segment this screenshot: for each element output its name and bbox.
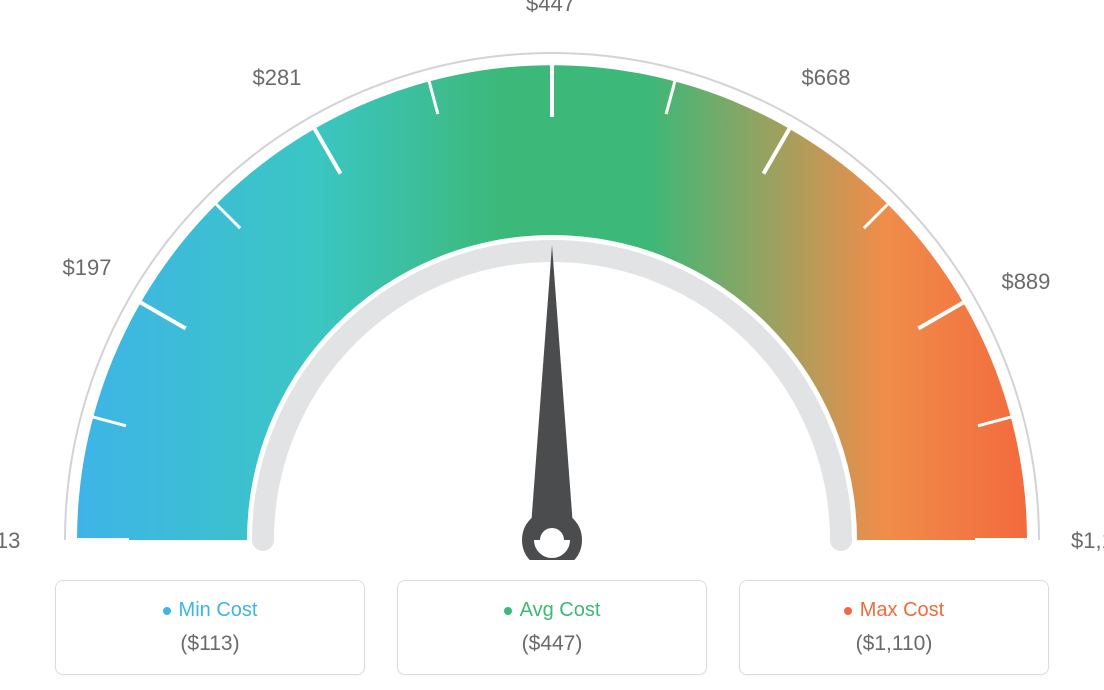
legend-card-max: Max Cost ($1,110) xyxy=(739,580,1049,675)
gauge-tick-label: $1,110 xyxy=(1071,528,1104,554)
dot-icon-avg xyxy=(504,607,512,615)
gauge-tick-label: $668 xyxy=(802,65,851,91)
dot-icon-max xyxy=(844,607,852,615)
legend-title-min: Min Cost xyxy=(163,599,258,622)
gauge-tick-label: $197 xyxy=(63,255,112,281)
gauge-chart: $113 $197 $281 $447 $668 $889 $1,110 xyxy=(0,0,1104,560)
gauge-tick-label: $889 xyxy=(1001,269,1050,295)
legend-value-min: ($113) xyxy=(66,632,354,656)
gauge-tick-label: $447 xyxy=(526,0,575,17)
legend-label-min: Min Cost xyxy=(179,599,258,622)
gauge-tick-label: $113 xyxy=(0,528,20,554)
dot-icon-min xyxy=(163,607,171,615)
legend-card-avg: Avg Cost ($447) xyxy=(397,580,707,675)
legend-label-avg: Avg Cost xyxy=(520,599,601,622)
legend-row: Min Cost ($113) Avg Cost ($447) Max Cost… xyxy=(0,580,1104,675)
legend-label-max: Max Cost xyxy=(860,599,944,622)
legend-value-max: ($1,110) xyxy=(750,632,1038,656)
legend-title-avg: Avg Cost xyxy=(504,599,601,622)
legend-value-avg: ($447) xyxy=(408,632,696,656)
gauge-svg xyxy=(0,0,1104,560)
gauge-tick-label: $281 xyxy=(253,65,302,91)
legend-card-min: Min Cost ($113) xyxy=(55,580,365,675)
legend-title-max: Max Cost xyxy=(844,599,944,622)
